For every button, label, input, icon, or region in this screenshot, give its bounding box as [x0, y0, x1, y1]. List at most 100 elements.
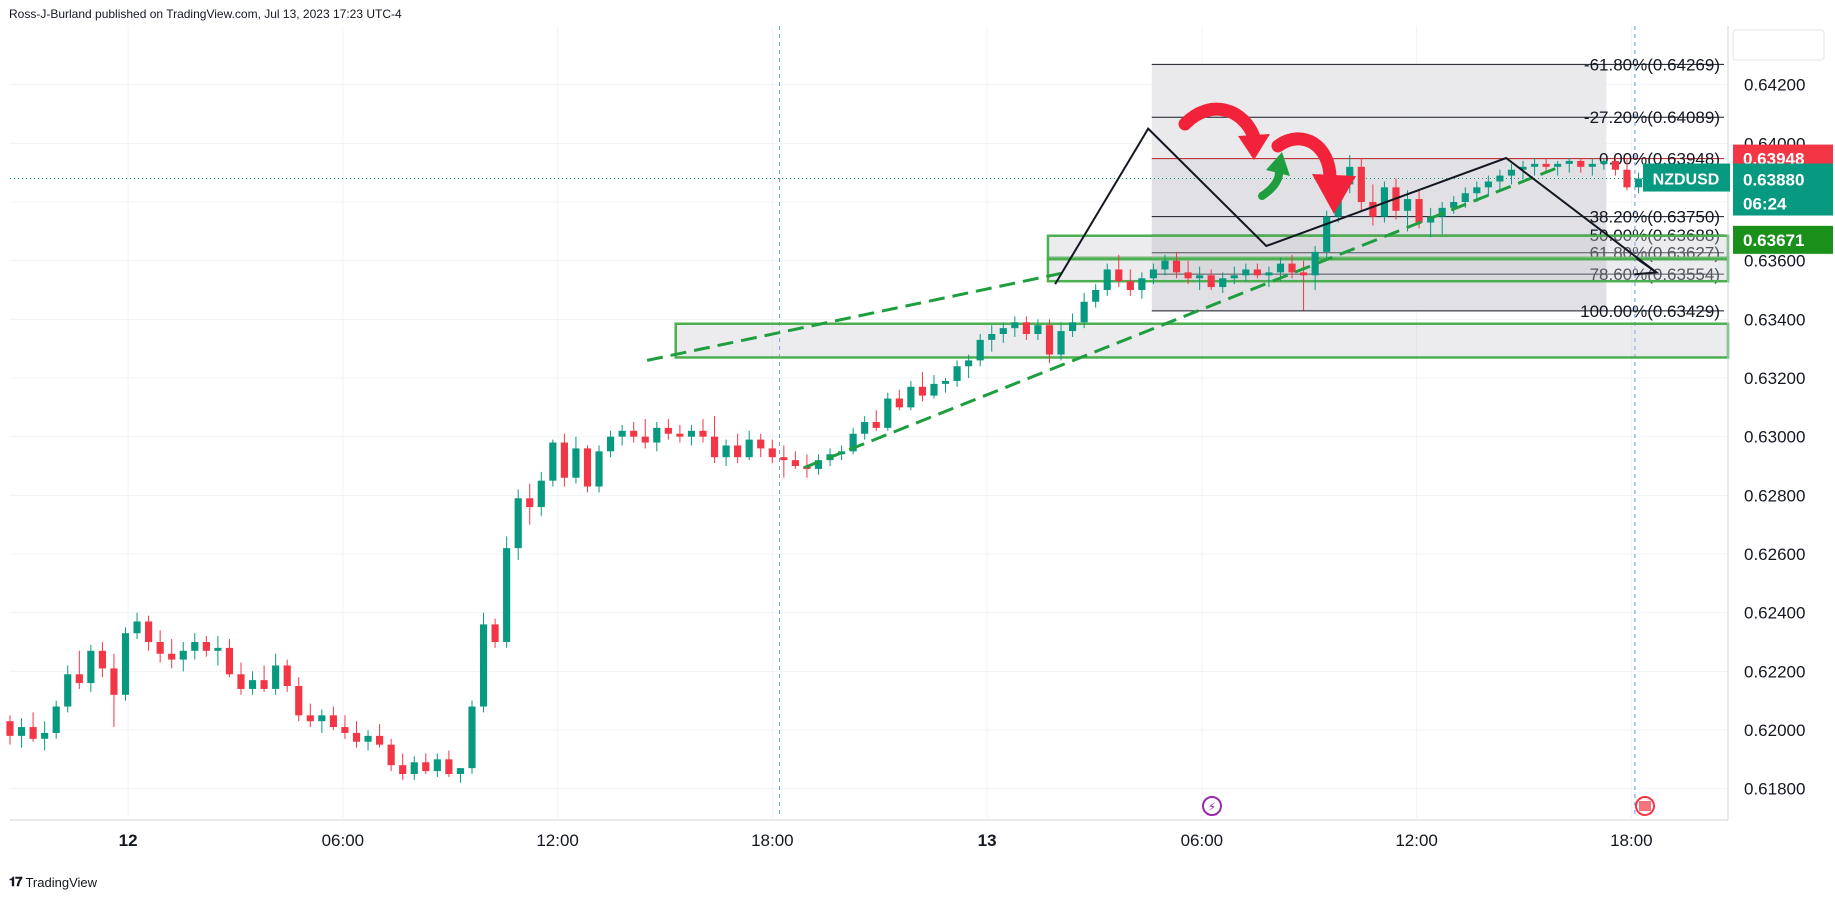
candle	[399, 753, 407, 780]
candle	[965, 354, 973, 378]
candle	[641, 419, 649, 449]
candle	[1092, 284, 1100, 308]
candle-body	[1172, 260, 1181, 273]
candle-body	[29, 727, 37, 739]
candle-body	[884, 398, 892, 428]
candle	[757, 433, 765, 458]
candle-body	[64, 674, 72, 707]
candle-body	[976, 339, 984, 361]
y-axis-tick-label: 0.63600	[1744, 252, 1805, 271]
candle	[1530, 158, 1539, 176]
candle-body	[1115, 269, 1123, 282]
candle	[999, 322, 1007, 343]
y-axis-tick-label: 0.62200	[1744, 662, 1805, 681]
publisher-caption: Ross-J-Burland published on TradingView.…	[9, 7, 402, 21]
candle	[156, 630, 164, 663]
candle	[1542, 158, 1550, 173]
candle	[503, 536, 511, 648]
candle	[202, 636, 210, 657]
y-axis-tick-label: 0.62600	[1744, 545, 1805, 564]
candle	[514, 489, 522, 560]
candle-body	[1507, 169, 1516, 176]
candle-body	[202, 642, 210, 651]
candle-body	[930, 383, 938, 396]
candle	[1172, 251, 1181, 279]
candle	[479, 612, 488, 713]
candle-body	[1369, 202, 1377, 217]
red-arrow-stroke	[1271, 132, 1337, 185]
candle	[1115, 254, 1123, 288]
candle-body	[168, 653, 176, 660]
countdown-timer: 06:24	[1743, 195, 1787, 214]
axis-scale-box	[1732, 29, 1825, 61]
candle	[52, 700, 60, 739]
lightning-event-icon: ⚡	[1202, 796, 1222, 816]
candle	[318, 709, 326, 733]
candle-body	[1207, 275, 1215, 288]
candle	[352, 721, 361, 748]
candle-body	[1346, 166, 1354, 185]
candle-body	[399, 765, 407, 774]
candle-body	[1600, 160, 1608, 164]
y-axis-tick-label: 0.64200	[1744, 76, 1805, 95]
candle-body	[907, 386, 915, 408]
candle	[179, 642, 187, 672]
candle	[1022, 316, 1030, 340]
candle	[988, 325, 996, 352]
candle	[191, 633, 199, 660]
fib-level-label: -61.80%(0.64269)	[1584, 55, 1720, 74]
x-axis-tick-label: 12:00	[536, 831, 579, 850]
candle-body	[861, 422, 869, 434]
candle	[41, 721, 49, 751]
candle	[722, 439, 730, 466]
support-box-lower	[674, 322, 1730, 359]
candle	[1011, 316, 1019, 337]
candle-body	[1403, 199, 1412, 211]
candle-body	[814, 460, 823, 469]
candle	[1403, 190, 1412, 232]
candle-body	[1092, 290, 1100, 302]
candle	[1034, 319, 1042, 340]
candle-body	[618, 430, 626, 437]
candle	[1196, 266, 1204, 290]
candle-body	[745, 439, 753, 458]
candle-body	[849, 433, 857, 452]
candle	[1161, 254, 1169, 276]
x-axis-tick-label: 06:00	[322, 831, 365, 850]
candle-body	[583, 448, 592, 487]
candle-body	[1230, 275, 1238, 279]
candle	[560, 433, 568, 487]
candle	[1045, 319, 1054, 364]
candle	[214, 636, 222, 666]
tradingview-brand[interactable]: 𝟏𝟕 TradingView	[9, 874, 97, 890]
support-box-top	[1046, 234, 1730, 261]
red-arrow-stroke	[1178, 102, 1262, 147]
candle-body	[1045, 325, 1054, 355]
candle	[295, 677, 303, 722]
candle-body	[1554, 163, 1562, 167]
candle	[976, 334, 984, 367]
candle-body	[410, 762, 418, 774]
candle	[687, 424, 696, 446]
candle-body	[1242, 269, 1250, 276]
trendline-dashed	[804, 165, 1561, 469]
candle	[1623, 158, 1631, 191]
candle-body	[630, 430, 638, 437]
candle	[583, 445, 592, 493]
candle	[445, 750, 453, 777]
candle	[630, 422, 638, 443]
candle	[653, 422, 661, 452]
candle-body	[214, 647, 222, 651]
candle-body	[1311, 251, 1319, 276]
candle-body	[17, 727, 26, 736]
candle-body	[1450, 202, 1458, 208]
candle	[468, 700, 476, 774]
candle-body	[110, 668, 118, 695]
candle	[734, 433, 742, 464]
y-axis-tick-label: 0.62000	[1744, 721, 1805, 740]
lightning-glyph: ⚡	[1208, 800, 1216, 814]
candle-body	[768, 448, 776, 458]
candle-body	[1126, 281, 1134, 290]
candle	[1634, 172, 1643, 194]
